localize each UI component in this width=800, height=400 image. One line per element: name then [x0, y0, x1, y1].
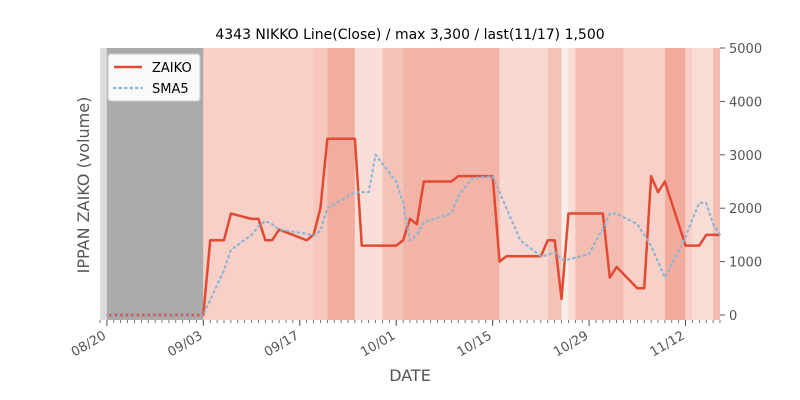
shaded-band	[403, 48, 500, 320]
legend-label: ZAIKO	[152, 61, 192, 76]
x-tick-label: 08/20	[69, 328, 109, 360]
shaded-band	[100, 48, 107, 320]
shaded-band	[692, 48, 714, 320]
x-tick-label: 10/15	[455, 328, 495, 360]
y-tick-label: 3000	[729, 149, 762, 164]
shaded-band	[382, 48, 404, 320]
shaded-band	[313, 48, 328, 320]
legend: ZAIKO SMA5	[107, 53, 201, 102]
chart-title: 4343 NIKKO Line(Close) / max 3,300 / las…	[215, 27, 604, 43]
x-axis-ticks: 08/20 09/03 09/17 10/01 10/15 10/29 11/12	[69, 320, 721, 360]
y-tick-label: 1000	[729, 256, 762, 271]
x-tick-label: 11/12	[648, 328, 688, 360]
y-tick-label: 5000	[729, 42, 762, 57]
series-line-zaiko	[106, 137, 720, 317]
y-axis-label: IPPAN ZAIKO (volume)	[74, 97, 93, 274]
shaded-band	[568, 48, 576, 320]
x-tick-label: 10/29	[551, 328, 591, 360]
y-tick-label: 0	[729, 309, 737, 324]
shaded-band	[327, 48, 355, 320]
series-layer	[105, 137, 722, 317]
shaded-band	[575, 48, 624, 320]
shaded-bands	[100, 48, 720, 320]
y-tick-label: 4000	[729, 95, 762, 110]
y-tick-label: 2000	[729, 202, 762, 217]
series-line-sma5	[105, 153, 722, 317]
x-tick-label: 09/17	[262, 328, 302, 360]
x-tick-label: 10/01	[358, 328, 398, 360]
x-axis-label: DATE	[389, 366, 431, 385]
shaded-band	[664, 48, 686, 320]
shaded-band	[713, 48, 720, 320]
shaded-band	[547, 48, 562, 320]
shaded-band	[685, 48, 693, 320]
shaded-band	[354, 48, 383, 320]
legend-label: SMA5	[152, 82, 189, 97]
shaded-band	[203, 48, 314, 320]
shaded-band	[499, 48, 548, 320]
y-axis-ticks: 0 1000 2000 3000 4000 5000	[720, 42, 762, 324]
shaded-band	[561, 48, 569, 320]
x-tick-label: 09/03	[165, 328, 205, 360]
